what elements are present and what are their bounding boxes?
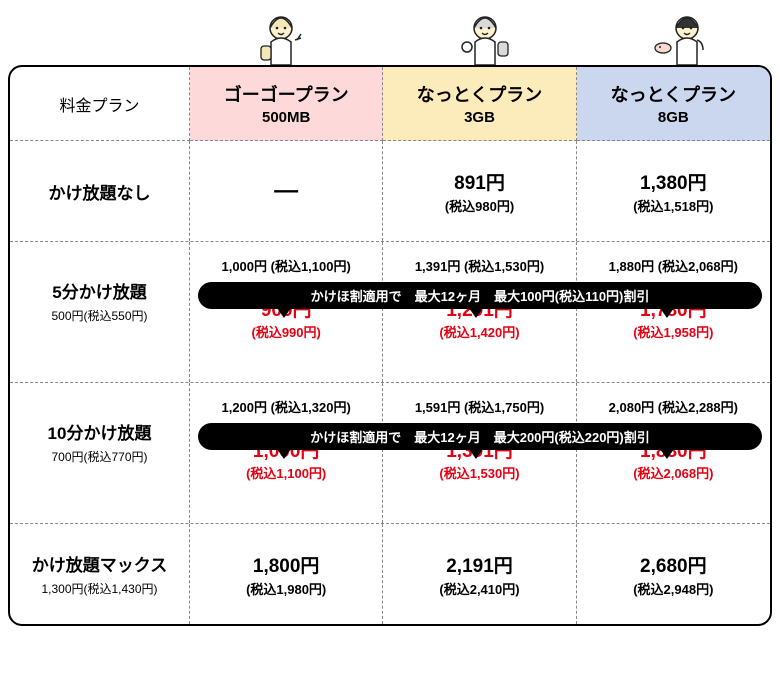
- discount-banner: かけほ割適用で 最大12ヶ月 最大100円(税込110円)割引: [198, 282, 762, 309]
- price-tax: (税込1,518円): [633, 196, 713, 215]
- row-label-main: かけ放題マックス: [32, 551, 168, 576]
- row-label-sub: 700円(税込770円): [51, 448, 147, 465]
- header-label: 料金プラン: [59, 92, 139, 116]
- discount-banner: かけほ割適用で 最大12ヶ月 最大200円(税込220円)割引: [198, 423, 762, 450]
- header-illustrations: [190, 10, 780, 65]
- plan-header-2: なっとくプラン 8GB: [577, 67, 770, 141]
- price-after-tax: (税込1,958円): [633, 322, 713, 341]
- pricing-table: 料金プラン ゴーゴープラン 500MB なっとくプラン 3GB なっとくプラン …: [8, 65, 772, 626]
- row-label: 10分かけ放題 700円(税込770円): [10, 383, 190, 523]
- price-before: 1,391円 (税込1,530円): [415, 256, 544, 275]
- cell-2: 2,680円 (税込2,948円): [577, 524, 770, 624]
- price-after-tax: (税込1,100円): [246, 463, 326, 482]
- price-after-tax: (税込2,068円): [633, 463, 713, 482]
- price: 2,191円: [446, 551, 513, 578]
- row-label: かけ放題なし: [10, 141, 190, 241]
- price: 1,800円: [253, 551, 320, 578]
- price-before: 1,200円 (税込1,320円): [221, 397, 350, 416]
- plan-sub: 500MB: [262, 109, 310, 126]
- price: 2,680円: [640, 551, 707, 578]
- plan-sub: 3GB: [464, 109, 495, 126]
- row-10min: かけほ割適用で 最大12ヶ月 最大200円(税込220円)割引 10分かけ放題 …: [10, 383, 770, 524]
- price-before: 1,591円 (税込1,750円): [415, 397, 544, 416]
- price-after-tax: (税込1,420円): [439, 322, 519, 341]
- cell-2: 1,380円 (税込1,518円): [577, 141, 770, 241]
- row-label: かけ放題マックス 1,300円(税込1,430円): [10, 524, 190, 624]
- cell-1: 2,191円 (税込2,410円): [383, 524, 576, 624]
- dash: —: [274, 177, 298, 205]
- banner-arrow-icon: [660, 308, 674, 318]
- price-tax: (税込980円): [445, 196, 514, 215]
- cell-0: —: [190, 141, 383, 241]
- price: 1,380円: [640, 168, 707, 195]
- banner-arrow-icon: [660, 449, 674, 459]
- price-tax: (税込2,948円): [633, 579, 713, 598]
- illustration-nattoku8: [583, 10, 780, 65]
- row-label-sub: 500円(税込550円): [51, 307, 147, 324]
- price-after-tax: (税込1,530円): [439, 463, 519, 482]
- cell-1: 891円 (税込980円): [383, 141, 576, 241]
- row-5min: かけほ割適用で 最大12ヶ月 最大100円(税込110円)割引 5分かけ放題 5…: [10, 242, 770, 383]
- price: 891円: [454, 168, 505, 195]
- row-no-unlimited: かけ放題なし — 891円 (税込980円) 1,380円 (税込1,518円): [10, 141, 770, 242]
- cell-0: 1,800円 (税込1,980円): [190, 524, 383, 624]
- banner-arrow-icon: [277, 449, 291, 459]
- price-before: 2,080円 (税込2,288円): [609, 397, 738, 416]
- plan-title: なっとくプラン: [611, 81, 736, 107]
- row-label-main: 10分かけ放題: [48, 419, 152, 444]
- illustration-gogo: [190, 10, 387, 65]
- banner-text: かけほ割適用で 最大12ヶ月 最大200円(税込220円)割引: [310, 430, 650, 445]
- banner-arrow-icon: [469, 449, 483, 459]
- row-label-sub: 1,300円(税込1,430円): [41, 580, 157, 597]
- price-before: 1,000円 (税込1,100円): [221, 256, 350, 275]
- header-row: 料金プラン ゴーゴープラン 500MB なっとくプラン 3GB なっとくプラン …: [10, 67, 770, 141]
- row-label-text: かけ放題なし: [49, 179, 151, 204]
- banner-arrow-icon: [469, 308, 483, 318]
- plan-header-1: なっとくプラン 3GB: [383, 67, 576, 141]
- banner-arrow-icon: [277, 308, 291, 318]
- row-label: 5分かけ放題 500円(税込550円): [10, 242, 190, 382]
- header-label-cell: 料金プラン: [10, 67, 190, 141]
- price-tax: (税込1,980円): [246, 579, 326, 598]
- price-tax: (税込2,410円): [439, 579, 519, 598]
- row-label-main: 5分かけ放題: [52, 278, 146, 303]
- price-before: 1,880円 (税込2,068円): [609, 256, 738, 275]
- plan-sub: 8GB: [658, 109, 689, 126]
- plan-title: ゴーゴープラン: [224, 81, 349, 107]
- row-max: かけ放題マックス 1,300円(税込1,430円) 1,800円 (税込1,98…: [10, 524, 770, 624]
- plan-title: なっとくプラン: [417, 81, 542, 107]
- price-after-tax: (税込990円): [251, 322, 320, 341]
- banner-text: かけほ割適用で 最大12ヶ月 最大100円(税込110円)割引: [311, 289, 650, 304]
- plan-header-0: ゴーゴープラン 500MB: [190, 67, 383, 141]
- illustration-nattoku3: [387, 10, 584, 65]
